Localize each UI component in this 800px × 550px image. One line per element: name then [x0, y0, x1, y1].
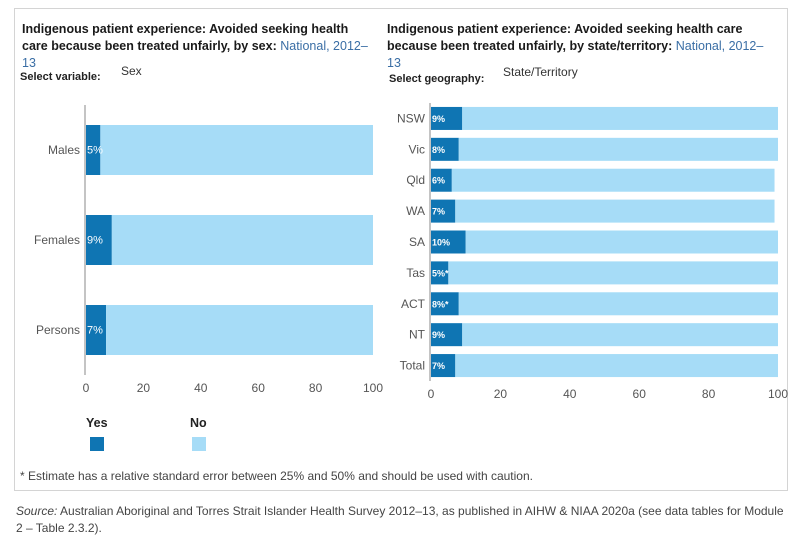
- left-bar-yes: [86, 305, 107, 355]
- right-bar-yes: [431, 168, 452, 192]
- right-bar-no: [458, 292, 778, 316]
- legend-no-label: No: [190, 416, 207, 430]
- right-bar-yes: [431, 199, 456, 223]
- right-category-label: Tas: [406, 266, 425, 280]
- right-bar-no: [465, 230, 778, 254]
- left-title-sub: National, 2012–13: [22, 39, 368, 70]
- right-tick-label: 20: [494, 387, 508, 401]
- right-bar-yes: [431, 230, 466, 254]
- right-bar-no: [462, 106, 778, 130]
- right-bar-yes: [431, 323, 463, 347]
- right-bar-no: [458, 137, 778, 161]
- footnote: * Estimate has a relative standard error…: [20, 469, 533, 483]
- right-tick-label: 0: [428, 387, 435, 401]
- right-data-label: 5%*: [432, 268, 449, 278]
- right-bar-yes: [431, 292, 459, 316]
- left-tick-label: 20: [137, 381, 151, 395]
- left-select-value[interactable]: Sex: [121, 64, 142, 78]
- right-tick-label: 100: [768, 387, 788, 401]
- left-bar-no: [106, 305, 373, 355]
- right-data-label: 8%*: [432, 299, 449, 309]
- right-bar-no: [448, 261, 778, 285]
- left-bar-no: [111, 215, 373, 265]
- right-tick-label: 80: [702, 387, 716, 401]
- right-tick-label: 40: [563, 387, 577, 401]
- right-category-label: NSW: [397, 111, 426, 125]
- right-data-label: 8%: [432, 145, 445, 155]
- right-bar-yes: [431, 106, 463, 130]
- right-bar-yes: [431, 137, 459, 161]
- left-select-label: Select variable:: [20, 71, 101, 83]
- right-select-value[interactable]: State/Territory: [503, 65, 578, 79]
- right-category-label: ACT: [401, 297, 426, 311]
- left-category-label: Females: [34, 233, 80, 247]
- left-tick-label: 60: [252, 381, 266, 395]
- right-data-label: 7%: [432, 207, 445, 217]
- left-bar-yes: [86, 125, 101, 175]
- left-category-label: Persons: [36, 323, 80, 337]
- right-category-label: NT: [409, 328, 426, 342]
- right-category-label: WA: [406, 204, 425, 218]
- chart-frame: [14, 8, 788, 491]
- right-data-label: 9%: [432, 330, 445, 340]
- right-data-label: 7%: [432, 361, 445, 371]
- right-bar-yes: [431, 354, 456, 378]
- left-bar-no: [100, 125, 373, 175]
- source-label: Source:: [16, 504, 58, 518]
- left-title-main: Indigenous patient experience: Avoided s…: [22, 22, 349, 53]
- right-category-label: SA: [409, 235, 425, 249]
- right-category-label: Total: [400, 359, 425, 373]
- right-category-label: Vic: [409, 142, 425, 156]
- right-chart-title: Indigenous patient experience: Avoided s…: [387, 21, 777, 72]
- left-data-label: 7%: [87, 325, 103, 337]
- right-category-label: Qld: [406, 173, 425, 187]
- right-bar-no: [451, 168, 775, 192]
- left-data-label: 9%: [87, 235, 103, 247]
- left-tick-label: 100: [363, 381, 383, 395]
- right-data-label: 6%: [432, 176, 445, 186]
- right-title-sub: National, 2012–13: [387, 39, 764, 70]
- left-tick-label: 0: [83, 381, 90, 395]
- left-data-label: 5%: [87, 145, 103, 157]
- source-note: Source: Australian Aboriginal and Torres…: [16, 503, 791, 537]
- right-tick-label: 60: [633, 387, 647, 401]
- legend-yes-label: Yes: [86, 416, 108, 430]
- source-text: Australian Aboriginal and Torres Strait …: [16, 504, 784, 535]
- right-bar-no: [455, 199, 775, 223]
- right-data-label: 10%: [432, 238, 450, 248]
- legend-no-swatch[interactable]: [192, 437, 206, 451]
- right-title-main: Indigenous patient experience: Avoided s…: [387, 22, 743, 53]
- legend-yes-swatch[interactable]: [90, 437, 104, 451]
- right-bar-yes: [431, 261, 449, 285]
- left-tick-label: 40: [194, 381, 208, 395]
- right-data-label: 9%: [432, 114, 445, 124]
- right-bar-no: [462, 323, 778, 347]
- left-bar-yes: [86, 215, 112, 265]
- right-select-label: Select geography:: [389, 73, 485, 85]
- left-chart-title: Indigenous patient experience: Avoided s…: [22, 21, 372, 72]
- left-tick-label: 80: [309, 381, 323, 395]
- right-bar-no: [455, 354, 778, 378]
- left-category-label: Males: [48, 143, 80, 157]
